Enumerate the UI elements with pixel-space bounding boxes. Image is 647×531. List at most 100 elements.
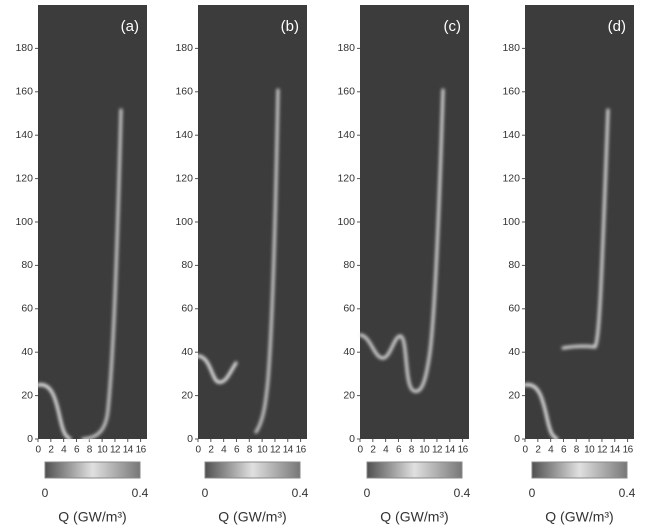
x-tick-label: 4 [383, 445, 389, 456]
x-tick-label: 8 [574, 445, 580, 456]
plot-area [38, 5, 147, 439]
x-tick-label: 0 [196, 445, 202, 456]
x-tick-label: 0 [358, 445, 364, 456]
y-tick-label: 20 [21, 389, 33, 401]
x-tick-label: 6 [74, 445, 80, 456]
y-tick-label: 140 [15, 129, 33, 141]
y-tick-label: 160 [15, 86, 33, 98]
x-tick-label: 14 [123, 445, 134, 456]
flame [358, 88, 445, 393]
y-tick-label: 160 [502, 86, 520, 98]
colorbar-tick-label: 0.4 [454, 486, 471, 500]
colorbar-label: Q (GW/m³) [545, 509, 613, 525]
x-tick-label: 8 [87, 445, 93, 456]
colorbar-label: Q (GW/m³) [380, 509, 448, 525]
y-tick-label: 100 [502, 216, 520, 228]
y-tick-label: 0 [27, 433, 33, 445]
x-tick-label: 8 [247, 445, 253, 456]
x-tick-label: 0 [36, 445, 42, 456]
y-tick-label: 180 [502, 42, 520, 54]
flame [36, 108, 123, 441]
colorbar-label: Q (GW/m³) [218, 509, 286, 525]
x-tick-label: 16 [458, 445, 469, 456]
y-tick-label: 140 [337, 129, 355, 141]
colorbar [204, 461, 301, 479]
x-tick-label: 4 [221, 445, 227, 456]
colorbar-label: Q (GW/m³) [58, 509, 126, 525]
x-tick-label: 16 [623, 445, 634, 456]
y-tick-label: 60 [343, 303, 355, 315]
y-tick-label: 140 [175, 129, 193, 141]
y-tick-label: 80 [343, 259, 355, 271]
colorbar [44, 461, 141, 479]
panel-label: (c) [444, 18, 462, 35]
x-tick-label: 12 [432, 445, 443, 456]
y-tick-label: 180 [175, 42, 193, 54]
x-tick-label: 4 [61, 445, 67, 456]
y-tick-label: 0 [349, 433, 355, 445]
y-tick-label: 0 [187, 433, 193, 445]
x-tick-label: 12 [597, 445, 608, 456]
y-tick-label: 120 [337, 172, 355, 184]
y-tick-label: 40 [508, 346, 520, 358]
x-tick-label: 4 [548, 445, 554, 456]
x-tick-label: 2 [535, 445, 541, 456]
y-tick-label: 60 [181, 303, 193, 315]
plot-area [198, 5, 307, 439]
y-tick-label: 100 [337, 216, 355, 228]
x-tick-label: 16 [136, 445, 147, 456]
x-tick-label: 12 [110, 445, 121, 456]
flame [523, 108, 610, 441]
colorbar-tick-label: 0.4 [292, 486, 309, 500]
colorbar-tick-label: 0.4 [619, 486, 636, 500]
x-tick-label: 10 [97, 445, 108, 456]
y-tick-label: 180 [15, 42, 33, 54]
x-tick-label: 0 [523, 445, 529, 456]
x-tick-label: 12 [270, 445, 281, 456]
x-tick-label: 6 [234, 445, 240, 456]
y-tick-label: 120 [502, 172, 520, 184]
colorbar-tick-label: 0 [364, 486, 371, 500]
plot-area [525, 5, 634, 439]
x-tick-label: 10 [257, 445, 268, 456]
y-tick-label: 120 [175, 172, 193, 184]
panel-label: (d) [608, 18, 626, 35]
y-tick-label: 80 [508, 259, 520, 271]
x-tick-label: 14 [610, 445, 621, 456]
y-tick-label: 160 [175, 86, 193, 98]
colorbar-tick-label: 0 [42, 486, 49, 500]
y-tick-label: 60 [508, 303, 520, 315]
y-tick-label: 100 [175, 216, 193, 228]
panel-label: (a) [121, 18, 139, 35]
flame [196, 88, 280, 434]
colorbar [531, 461, 628, 479]
x-tick-label: 14 [283, 445, 294, 456]
plot-area [360, 5, 469, 439]
x-tick-label: 14 [445, 445, 456, 456]
y-tick-label: 160 [337, 86, 355, 98]
y-tick-label: 0 [514, 433, 520, 445]
y-tick-label: 80 [181, 259, 193, 271]
y-tick-label: 80 [21, 259, 33, 271]
y-tick-label: 20 [343, 389, 355, 401]
y-tick-label: 40 [21, 346, 33, 358]
panel-label: (b) [281, 18, 299, 35]
y-tick-label: 40 [343, 346, 355, 358]
y-tick-label: 120 [15, 172, 33, 184]
colorbar-tick-label: 0 [529, 486, 536, 500]
x-tick-label: 10 [584, 445, 595, 456]
y-tick-label: 20 [508, 389, 520, 401]
x-tick-label: 6 [396, 445, 402, 456]
y-tick-label: 180 [337, 42, 355, 54]
y-tick-label: 40 [181, 346, 193, 358]
y-tick-label: 100 [15, 216, 33, 228]
colorbar [366, 461, 463, 479]
y-tick-label: 20 [181, 389, 193, 401]
x-tick-label: 8 [409, 445, 415, 456]
